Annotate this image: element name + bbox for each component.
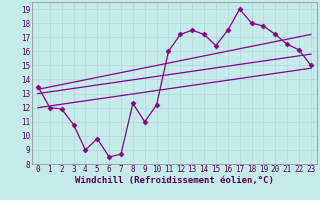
X-axis label: Windchill (Refroidissement éolien,°C): Windchill (Refroidissement éolien,°C): [75, 176, 274, 185]
